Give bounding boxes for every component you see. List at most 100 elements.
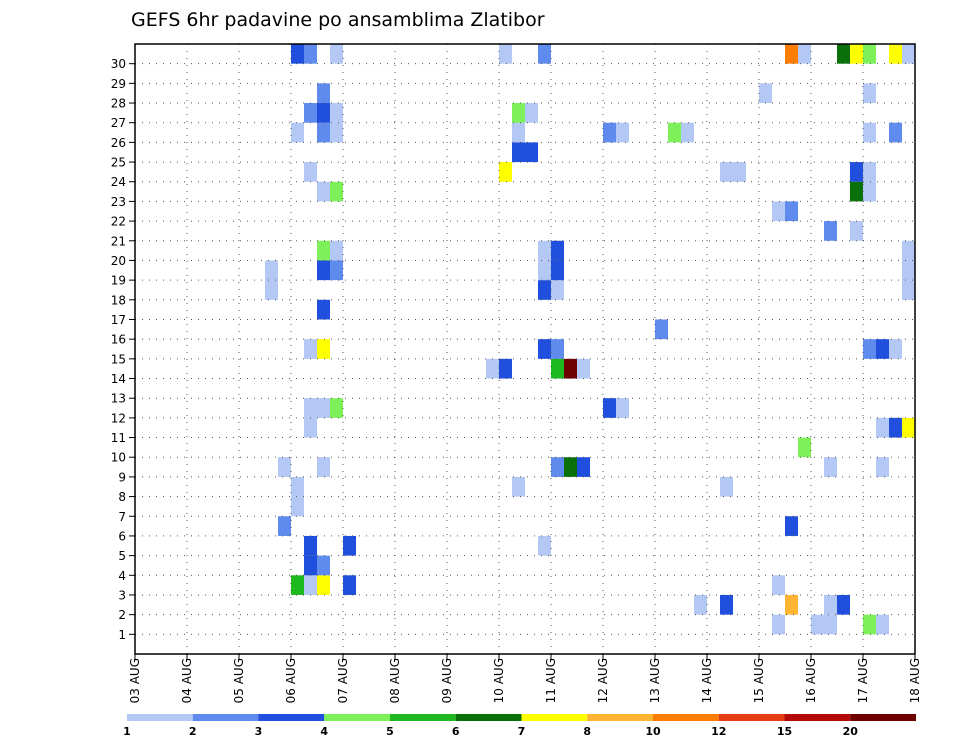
y-tick-label: 9 [118,470,126,484]
heatmap-cell [317,339,330,359]
y-tick-label: 27 [111,116,126,130]
colorbar-label: 1 [123,725,131,738]
colorbar-label: 12 [711,725,726,738]
y-tick-label: 19 [111,274,126,288]
heatmap-cell [538,44,551,64]
heatmap-cell [850,181,863,202]
heatmap-cell [772,614,785,635]
x-date-label: 05 AUG [232,658,246,703]
heatmap-cell [265,260,278,281]
heatmap-cell [304,575,317,595]
heatmap-cell [512,122,525,143]
heatmap-cell [538,260,551,281]
heatmap-cell [772,201,785,222]
heatmap-cell [304,535,317,556]
heatmap-cell [668,122,681,143]
colorbar-label: 15 [777,725,792,738]
heatmap-cell [538,535,551,556]
heatmap-cell [850,221,863,241]
heatmap-cell [785,44,798,64]
heatmap-cell [863,44,876,64]
heatmap-cell [499,162,512,182]
heatmap-cell [330,240,343,261]
x-date-label: 16 AUG [804,658,818,703]
heatmap-cell [512,142,525,163]
heatmap-cell [655,319,668,340]
y-tick-label: 17 [111,313,126,327]
heatmap-cell [785,516,798,536]
heatmap-cell [863,339,876,359]
y-tick-label: 1 [118,628,126,642]
heatmap-cell [551,339,564,359]
heatmap-cell [304,398,317,418]
heatmap-cell [330,103,343,123]
heatmap-cell [889,44,902,64]
heatmap-cell [785,201,798,222]
heatmap-cell [551,457,564,477]
heatmap-cell [759,83,772,104]
heatmap-cell [681,122,694,143]
x-date-label: 09 AUG [440,658,454,703]
y-tick-label: 11 [111,431,126,445]
heatmap-cell [850,162,863,182]
chart-title: GEFS 6hr padavine po ansamblima Zlatibor [131,9,545,31]
y-tick-label: 23 [111,195,126,209]
y-tick-label: 14 [111,372,126,386]
heatmap-cell [772,575,785,595]
heatmap-cell [512,476,525,497]
y-tick-label: 21 [111,234,126,248]
x-date-label: 17 AUG [856,658,870,703]
y-tick-label: 22 [111,215,126,229]
y-tick-label: 28 [111,97,126,111]
heatmap-cell [850,44,863,64]
heatmap-cell [330,260,343,281]
heatmap-cell [564,457,577,477]
y-tick-label: 10 [111,451,126,465]
heatmap-cell [876,614,889,635]
x-date-label: 18 AUG [908,658,922,703]
heatmap-cell [876,457,889,477]
heatmap-cell [317,299,330,320]
colorbar-swatch [258,714,325,721]
heatmap-cell [343,575,356,595]
heatmap-cell [720,594,733,615]
heatmap-cell [317,103,330,123]
x-date-label: 07 AUG [336,658,350,703]
colorbar-swatch [455,714,522,721]
heatmap-cell [486,358,499,379]
heatmap-cell [304,162,317,182]
heatmap-cell [603,398,616,418]
y-tick-label: 16 [111,333,126,347]
y-tick-label: 13 [111,392,126,406]
colorbar-label: 3 [255,725,263,738]
y-tick-label: 2 [118,608,126,622]
x-date-label: 15 AUG [752,658,766,703]
x-date-label: 04 AUG [180,658,194,703]
y-tick-label: 15 [111,352,126,366]
heatmap-cell [863,162,876,182]
heatmap-cell [863,122,876,143]
heatmap-cell [733,162,746,182]
heatmap-cell [551,240,564,261]
y-tick-label: 3 [118,588,126,602]
heatmap-cell [876,417,889,438]
heatmap-cell [551,358,564,379]
heatmap-cell [317,83,330,104]
heatmap-cell [317,555,330,576]
y-tick-label: 24 [111,175,126,189]
x-axis: 03 AUG 04 AUG 05 AUG 06 AUG 07 AUG 08 AUG 09 A… [128,654,922,703]
heatmap-cell [291,575,304,595]
heatmap-cell [330,44,343,64]
x-date-label: 13 AUG [648,658,662,703]
y-tick-label: 6 [118,529,126,543]
colorbar-swatch [521,714,588,721]
heatmap-cell [551,260,564,281]
heatmap-cell [538,240,551,261]
heatmap-cell [317,398,330,418]
heatmap-cell [304,44,317,64]
y-axis: 1234567891011121314151617181920212223242… [111,57,135,642]
heatmap-cell [330,122,343,143]
colorbar-swatch [324,714,390,721]
heatmap-cell [330,398,343,418]
